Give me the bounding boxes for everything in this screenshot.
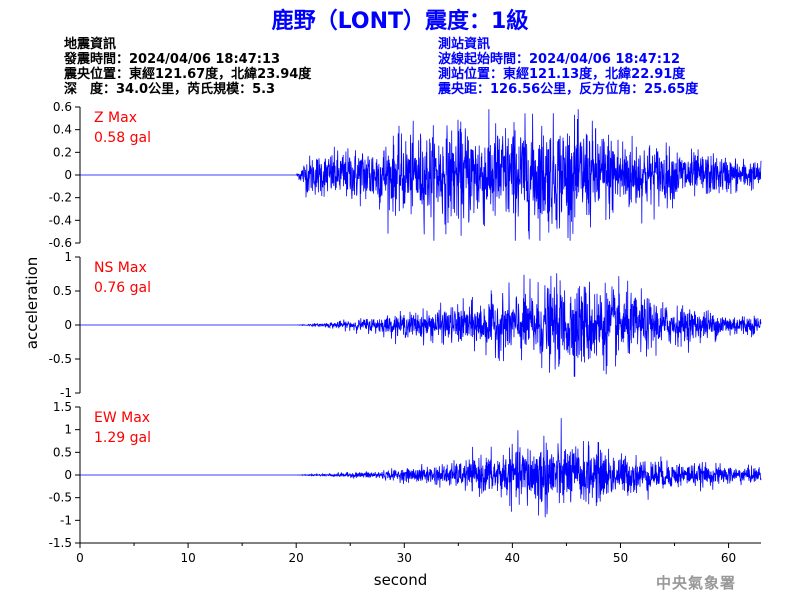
wave-start-time: 波線起始時間：2024/04/06 18:47:12 [438,52,681,67]
panel-peak-ew: 1.29 gal [94,430,151,446]
y-tick-label: -0.4 [49,213,72,227]
depth-magnitude: 深 度：34.0公里，芮氏規模：5.3 [64,82,276,97]
station-info-header: 測站資訊 [438,37,491,52]
panel-peak-ns: 0.76 gal [94,280,151,296]
station-info-block: 測站資訊 波線起始時間：2024/04/06 18:47:12 測站位置：東經1… [438,37,698,97]
y-tick-label: 0.6 [53,100,72,114]
waveform-trace-z [80,109,762,241]
panel-label-ew: EW Max [94,410,150,426]
x-axis-title: second [374,571,428,589]
earthquake-info-block: 地震資訊 發震時間：2024/04/06 18:47:13 震央位置：東經121… [64,37,311,97]
x-tick-label: 30 [397,551,412,565]
origin-time: 發震時間：2024/04/06 18:47:13 [64,52,281,67]
y-tick-label: -1.5 [49,536,72,550]
y-tick-label: -0.5 [49,491,72,505]
earthquake-info-header: 地震資訊 [64,37,117,52]
x-tick-label: 50 [613,551,628,565]
y-tick-label: 1 [64,423,72,437]
y-tick-label: -0.5 [49,352,72,366]
y-tick-label: 0 [64,318,72,332]
waveform-trace-ew [80,418,762,518]
y-tick-label: 0.4 [53,123,72,137]
epicenter-location: 震央位置：東經121.67度，北緯23.94度 [64,67,312,82]
x-tick-label: 20 [289,551,304,565]
y-tick-label: 1.5 [53,400,72,414]
y-tick-label: 0 [64,468,72,482]
panel-peak-z: 0.58 gal [94,130,151,146]
y-tick-label: -0.2 [49,191,72,205]
x-tick-label: 10 [180,551,195,565]
distance-azimuth: 震央距：126.56公里，反方位角：25.65度 [438,82,699,97]
y-tick-label: 0.5 [53,284,72,298]
chart-title: 鹿野（LONT）震度：1級 [271,9,529,34]
y-tick-label: 0.5 [53,445,72,459]
panel-label-z: Z Max [94,110,137,126]
waveform-trace-ns [80,273,762,377]
y-tick-label: 0.2 [53,145,72,159]
x-tick-label: 60 [721,551,736,565]
agency-footer: 中央氣象署 [656,574,737,592]
y-tick-label: -1 [60,386,72,400]
panel-label-ns: NS Max [94,260,147,276]
x-tick-label: 40 [505,551,520,565]
station-location: 測站位置：東經121.13度，北緯22.91度 [438,67,686,82]
y-tick-label: 1 [64,250,72,264]
y-tick-label: 0 [64,168,72,182]
y-axis-title: acceleration [23,257,41,349]
y-tick-label: -1 [60,513,72,527]
x-tick-label: 0 [76,551,84,565]
y-tick-label: -0.6 [49,236,72,250]
